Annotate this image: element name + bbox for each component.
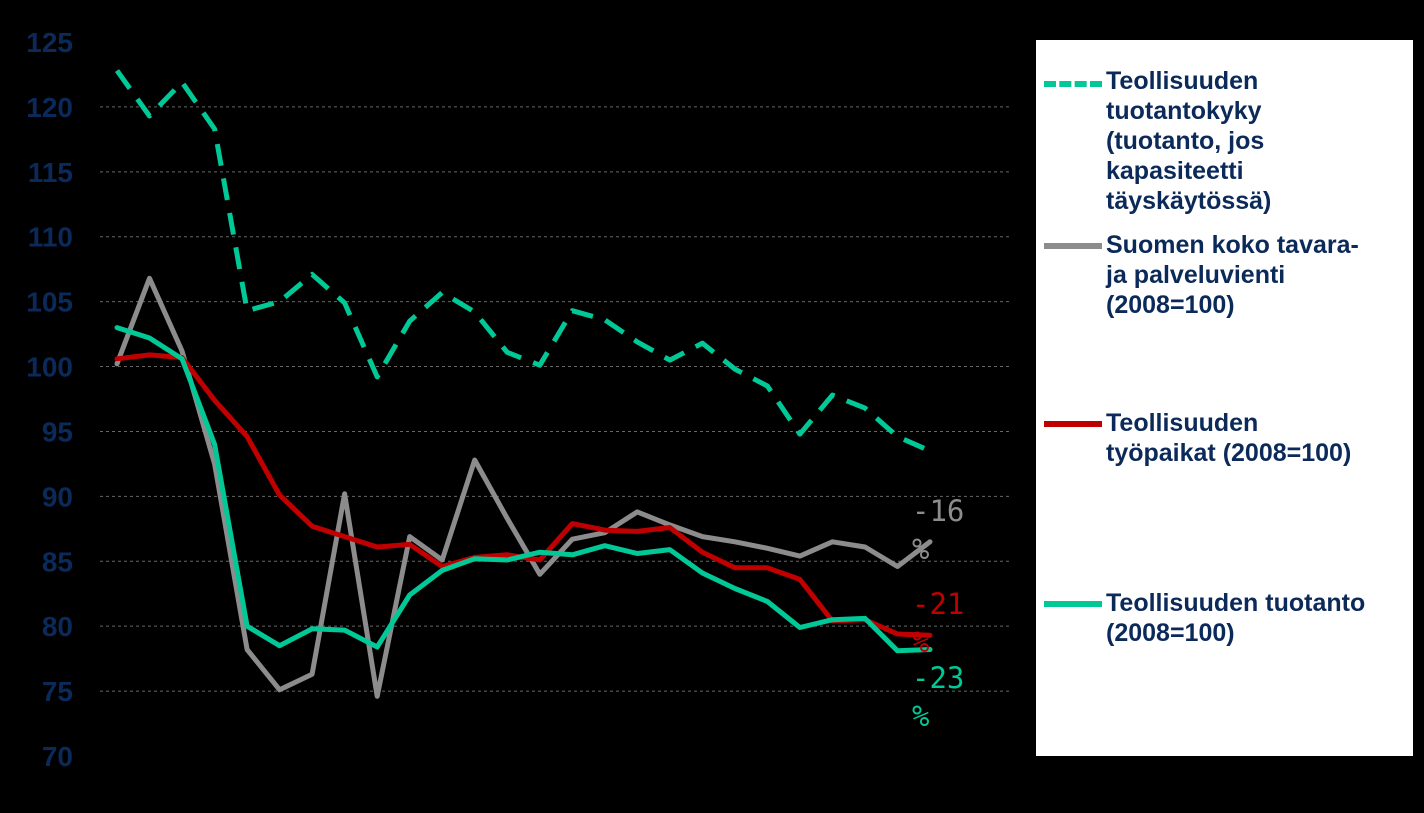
y-tick-label: 75 <box>42 676 73 707</box>
y-tick-label: 80 <box>42 611 73 642</box>
y-tick-label: 85 <box>42 546 73 577</box>
end-label-unit: % <box>912 699 929 733</box>
legend: Teollisuuden tuotantokyky (tuotanto, jos… <box>1036 40 1413 756</box>
end-label-value: -23 <box>912 661 964 695</box>
gridlines <box>100 106 1012 692</box>
end-label-unit: % <box>912 532 929 566</box>
legend-label: Teollisuuden tuotanto (2008=100) <box>1106 589 1366 647</box>
series-lines <box>114 69 933 699</box>
end-label-value: -21 <box>912 587 964 621</box>
legend-label: Suomen koko tavara- ja palveluvienti (20… <box>1106 231 1359 319</box>
series-line-1 <box>114 69 932 454</box>
end-annotations: -16%-21%-23% <box>912 494 964 733</box>
y-tick-label: 105 <box>26 287 73 318</box>
y-tick-label: 110 <box>28 222 73 253</box>
legend-swatch-red <box>1044 421 1102 427</box>
legend-swatch-teal <box>1044 601 1102 607</box>
legend-label: Teollisuuden työpaikat (2008=100) <box>1106 409 1352 467</box>
series-line-4 <box>114 325 933 654</box>
legend-label: Teollisuuden tuotantokyky (tuotanto, jos… <box>1106 67 1272 215</box>
y-tick-label: 95 <box>42 416 73 447</box>
end-label-unit: % <box>912 625 929 659</box>
y-axis: 70 75 80 85 90 95 100 105 110 115 120 125 <box>26 27 73 772</box>
y-tick-label: 125 <box>26 27 73 58</box>
y-tick-label: 115 <box>28 157 73 188</box>
legend-swatch-grey <box>1044 243 1102 249</box>
legend-swatch-dashed-teal <box>1044 81 1102 87</box>
y-tick-label: 120 <box>26 92 73 123</box>
y-tick-label: 70 <box>42 741 73 772</box>
series-line-2 <box>114 275 933 699</box>
end-label-value: -16 <box>912 494 964 528</box>
y-tick-label: 90 <box>42 481 73 512</box>
y-tick-label: 100 <box>26 352 73 383</box>
